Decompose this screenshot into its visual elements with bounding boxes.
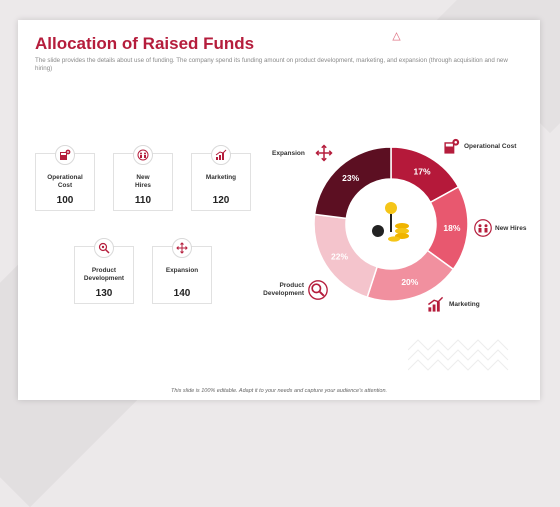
donut-slice-expansion — [313, 146, 392, 220]
card-value: 120 — [212, 195, 230, 206]
chart-label-operational-cost: Operational Cost — [464, 143, 517, 150]
page-subtitle: The slide provides the details about use… — [35, 57, 508, 72]
card-value: 100 — [56, 195, 74, 206]
card-expansion: Expansion 140 — [152, 238, 212, 304]
donut-value-label: 22% — [331, 252, 348, 262]
chart-label-new-hires: New Hires — [495, 225, 527, 232]
card-label: Product Development — [83, 267, 125, 282]
expand-arrows-icon — [315, 144, 333, 162]
card-label: Marketing — [205, 174, 237, 181]
card-label: Expansion — [165, 267, 199, 274]
card-label: Operational Cost — [47, 174, 83, 189]
chart-label-product-development: Product Development — [252, 282, 304, 298]
person-money-icon — [372, 202, 409, 242]
page-title: Allocation of Raised Funds — [35, 34, 255, 53]
magnifier-gear-icon — [94, 238, 114, 258]
card-operational-cost: Operational Cost 100 — [35, 145, 95, 211]
magnifier-gear-icon — [308, 280, 328, 300]
slide: Allocation of Raised Funds The slide pro… — [18, 20, 540, 400]
gear-calculator-icon — [55, 145, 75, 165]
chart-label-marketing: Marketing — [449, 301, 480, 308]
card-marketing: Marketing 120 — [191, 145, 251, 211]
chart-label-product-development-text: Product Development — [263, 282, 304, 297]
card-label: New Hires — [135, 174, 151, 189]
card-value: 140 — [173, 288, 191, 299]
growth-chart-icon — [211, 145, 231, 165]
donut-value-label: 20% — [401, 277, 418, 287]
hatch-decoration — [408, 339, 509, 371]
gear-calculator-icon — [444, 138, 460, 154]
growth-chart-icon — [427, 296, 444, 312]
people-icon — [474, 219, 492, 237]
people-icon — [133, 145, 153, 165]
donut-value-label: 23% — [342, 173, 359, 183]
chart-label-expansion: Expansion — [272, 150, 305, 157]
footer-note: This slide is 100% editable. Adapt it to… — [170, 388, 388, 394]
donut-value-label: 18% — [443, 223, 460, 233]
card-new-hires: New Hires 110 — [113, 145, 173, 211]
donut-value-label: 17% — [414, 166, 431, 176]
card-product-development: Product Development 130 — [74, 238, 134, 304]
expand-arrows-icon — [172, 238, 192, 258]
triangle-decoration-icon — [392, 32, 401, 41]
card-value: 110 — [134, 195, 152, 206]
card-value: 130 — [95, 288, 113, 299]
